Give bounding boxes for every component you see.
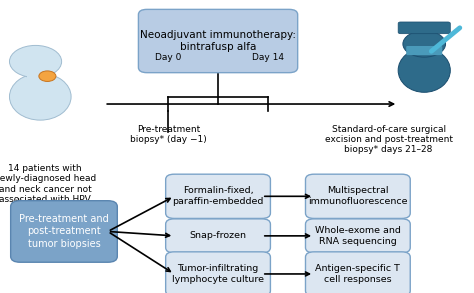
Text: Tumor-infiltrating
lymphocyte culture: Tumor-infiltrating lymphocyte culture — [172, 264, 264, 284]
FancyBboxPatch shape — [398, 22, 450, 34]
Text: Whole-exome and
RNA sequencing: Whole-exome and RNA sequencing — [315, 226, 401, 246]
FancyBboxPatch shape — [11, 201, 118, 262]
Text: Pre-treatment and
post-treatment
tumor biopsies: Pre-treatment and post-treatment tumor b… — [19, 214, 109, 249]
Text: Neoadjuvant immunotherapy:
bintrafusp alfa: Neoadjuvant immunotherapy: bintrafusp al… — [140, 30, 296, 52]
FancyBboxPatch shape — [166, 174, 270, 219]
FancyBboxPatch shape — [305, 174, 410, 219]
Text: Pre-treatment
biopsy* (day −1): Pre-treatment biopsy* (day −1) — [130, 125, 207, 144]
FancyBboxPatch shape — [305, 252, 410, 293]
Text: Standard-of-care surgical
excision and post-treatment
biopsy* days 21–28: Standard-of-care surgical excision and p… — [325, 125, 453, 154]
Ellipse shape — [398, 48, 450, 92]
FancyBboxPatch shape — [166, 219, 270, 253]
Circle shape — [39, 71, 56, 81]
Text: Formalin-fixed,
paraffin-embedded: Formalin-fixed, paraffin-embedded — [173, 186, 264, 206]
Ellipse shape — [9, 73, 71, 120]
Circle shape — [9, 45, 62, 78]
FancyBboxPatch shape — [138, 9, 298, 73]
Text: Day 14: Day 14 — [252, 52, 284, 62]
Text: Day 0: Day 0 — [155, 52, 182, 62]
FancyBboxPatch shape — [166, 252, 270, 293]
Text: Multispectral
immunofluorescence: Multispectral immunofluorescence — [308, 186, 408, 206]
FancyBboxPatch shape — [406, 46, 442, 55]
FancyBboxPatch shape — [305, 219, 410, 253]
Text: *: * — [15, 197, 21, 211]
Text: Antigen-specific T
cell responses: Antigen-specific T cell responses — [315, 264, 401, 284]
Text: 14 patients with
newly-diagnosed head
and neck cancer not
associated with HPV: 14 patients with newly-diagnosed head an… — [0, 164, 96, 204]
Circle shape — [403, 31, 446, 57]
Text: Snap-frozen: Snap-frozen — [190, 231, 246, 240]
FancyBboxPatch shape — [27, 76, 44, 85]
